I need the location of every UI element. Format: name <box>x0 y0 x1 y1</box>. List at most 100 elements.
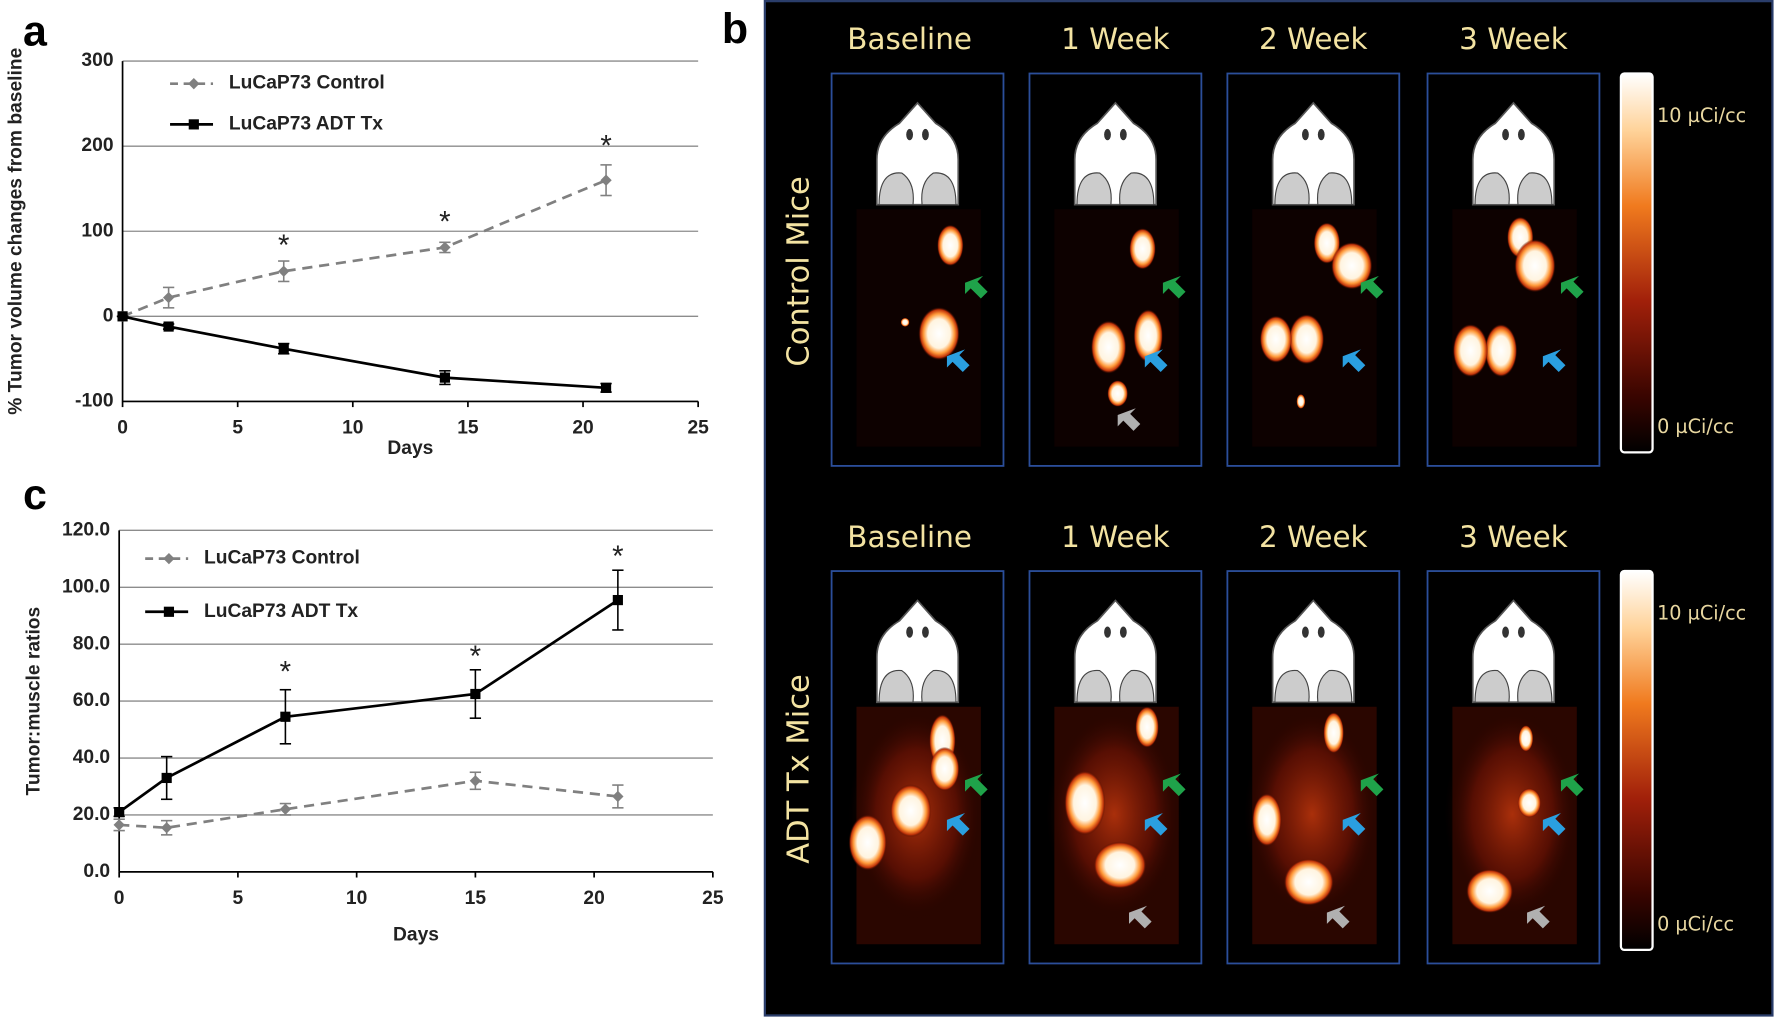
y-tick-label: -100 <box>75 391 113 412</box>
annotation: * <box>470 640 481 673</box>
x-tick-label: 15 <box>457 418 479 439</box>
marker <box>279 803 292 815</box>
tumor-uptake <box>1484 324 1518 378</box>
tumor-uptake <box>1514 239 1556 293</box>
y-tick-label: 100 <box>81 220 113 241</box>
mouse-icon-leg <box>878 670 914 703</box>
mouse-icon-leg <box>878 172 914 206</box>
x-tick-label: 20 <box>572 418 593 439</box>
mouse-icon-eye <box>1119 128 1127 141</box>
annotation: * <box>278 229 289 262</box>
scale-min-label: 0 µCi/cc <box>1657 415 1734 438</box>
legend-marker <box>163 606 175 617</box>
arrow <box>1360 275 1384 299</box>
mouse-icon-leg <box>921 670 957 703</box>
tumor-uptake <box>1331 242 1373 290</box>
mouse-icon-eye <box>1119 626 1127 638</box>
marker <box>163 321 174 332</box>
mouse-icon-leg <box>1076 670 1112 703</box>
mouse-icon-eye <box>1317 626 1325 638</box>
mouse-icon-leg <box>1474 172 1510 206</box>
column-label: 1 Week <box>1061 520 1170 554</box>
marker <box>161 822 173 834</box>
mouse-icon-eye <box>922 626 929 638</box>
marker <box>114 807 125 818</box>
marker <box>469 775 482 787</box>
arrow <box>1162 275 1186 299</box>
mouse-icon-leg <box>1316 670 1353 703</box>
tumor-uptake <box>1107 380 1128 407</box>
mouse-icon-leg <box>1474 670 1510 703</box>
marker <box>612 790 624 803</box>
tumor-uptake <box>1064 770 1106 836</box>
tumor-uptake <box>1093 841 1147 889</box>
x-tick-label: 5 <box>233 888 244 909</box>
arrow <box>1527 905 1550 929</box>
series-line <box>122 178 607 318</box>
marker <box>117 311 128 322</box>
tumor-uptake <box>937 224 964 266</box>
mouse-icon-eye <box>1302 626 1309 638</box>
arrow <box>1560 773 1584 797</box>
marker <box>439 241 451 254</box>
mouse-icon-eye <box>1104 128 1111 141</box>
column-label: Baseline <box>847 520 972 554</box>
y-axis-label: % Tumor volume changes from baseline <box>5 47 26 414</box>
tumor-uptake <box>929 746 960 792</box>
mouse-icon-leg <box>1119 172 1155 206</box>
scale-max-label: 10 µCi/cc <box>1657 602 1746 625</box>
marker <box>113 819 125 831</box>
arrow <box>1560 275 1584 299</box>
tumor-uptake <box>1466 869 1514 914</box>
row-label: ADT Tx Mice <box>781 674 816 863</box>
tumor-uptake <box>1296 394 1306 409</box>
marker <box>161 772 172 784</box>
x-tick-label: 10 <box>346 888 367 909</box>
column-label: 3 Week <box>1459 22 1568 56</box>
tumor-uptake <box>1313 222 1341 264</box>
marker <box>162 291 175 304</box>
marker <box>600 174 612 186</box>
scale-max-label: 10 µCi/cc <box>1657 104 1746 127</box>
y-tick-label: 20.0 <box>73 804 110 825</box>
mouse-icon-leg <box>1274 172 1310 206</box>
y-tick-label: 200 <box>81 135 113 156</box>
mouse-icon-leg <box>1274 670 1310 703</box>
arrow <box>1342 813 1366 836</box>
tumor-uptake <box>1518 725 1534 752</box>
annotation: * <box>612 540 623 573</box>
mouse-icon-eye <box>906 626 914 638</box>
x-tick-label: 0 <box>117 418 128 439</box>
x-tick-label: 25 <box>687 418 709 439</box>
tumor-uptake <box>1252 793 1282 847</box>
column-label: 3 Week <box>1459 520 1568 554</box>
tumor-uptake <box>848 814 887 871</box>
tumor-uptake <box>1323 712 1344 754</box>
marker <box>278 343 289 354</box>
legend-marker <box>188 119 199 130</box>
marker <box>280 711 291 722</box>
arrow <box>1162 773 1186 797</box>
y-tick-label: 0 <box>103 305 114 326</box>
arrow <box>1144 349 1168 373</box>
column-label: Baseline <box>847 22 972 56</box>
mouse-icon-leg <box>1119 670 1155 703</box>
mouse-icon-eye <box>1502 626 1509 638</box>
arrow <box>1360 773 1384 797</box>
scale-min-label: 0 µCi/cc <box>1657 913 1734 936</box>
background-uptake <box>1444 706 1581 922</box>
mouse-icon-eye <box>1104 626 1111 638</box>
tumor-uptake <box>1283 858 1334 906</box>
tumor-uptake <box>1135 706 1159 748</box>
mouse-icon-eye <box>1517 128 1525 141</box>
y-axis-label: Tumor:muscle ratios <box>23 607 44 796</box>
y-tick-label: 100.0 <box>62 576 110 597</box>
panel-label: a <box>23 7 48 55</box>
panel-label: c <box>23 471 47 519</box>
y-tick-label: 80.0 <box>73 633 110 654</box>
arrow <box>1542 349 1566 373</box>
mouse-icon-eye <box>1502 128 1509 141</box>
marker <box>612 594 623 606</box>
arrow <box>1144 813 1168 836</box>
